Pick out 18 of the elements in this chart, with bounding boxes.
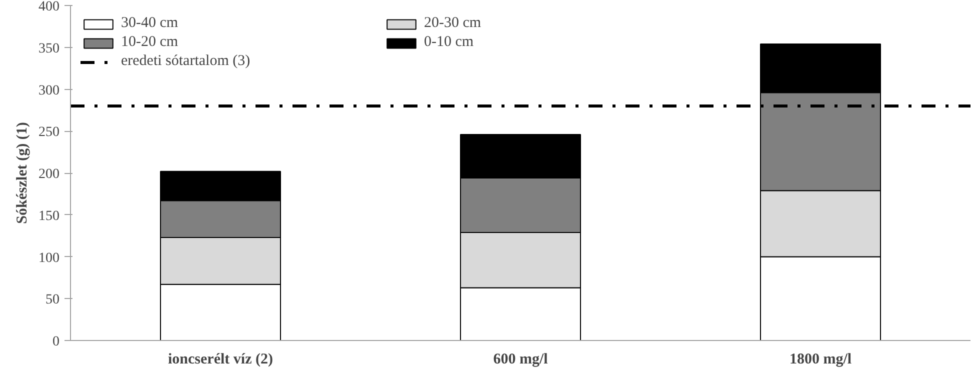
y-tick-label: 200	[38, 167, 60, 182]
y-tick-label: 400	[38, 0, 60, 14]
y-axis-title: Sókészlet (g) (1)	[14, 122, 30, 224]
y-tick-label: 50	[46, 292, 60, 308]
y-tick-label: 0	[52, 334, 60, 350]
x-tick-label: 600 mg/l	[493, 352, 548, 368]
y-tick-label: 100	[38, 250, 60, 266]
y-tick-label: 300	[38, 83, 60, 98]
legend-label: eredeti sótartalom (3)	[121, 53, 252, 70]
x-tick-label: ioncserélt víz (2)	[168, 352, 273, 368]
legend-label: 10-20 cm	[121, 34, 180, 51]
legend-label: 0-10 cm	[424, 34, 475, 51]
y-tick-label: 250	[38, 125, 60, 140]
y-tick-label: 350	[38, 41, 60, 56]
legend-label: 30-40 cm	[121, 15, 180, 32]
legend-label: 20-30 cm	[424, 15, 482, 32]
y-tick-label: 150	[38, 208, 60, 224]
x-tick-label: 1800 mg/l	[789, 352, 852, 368]
